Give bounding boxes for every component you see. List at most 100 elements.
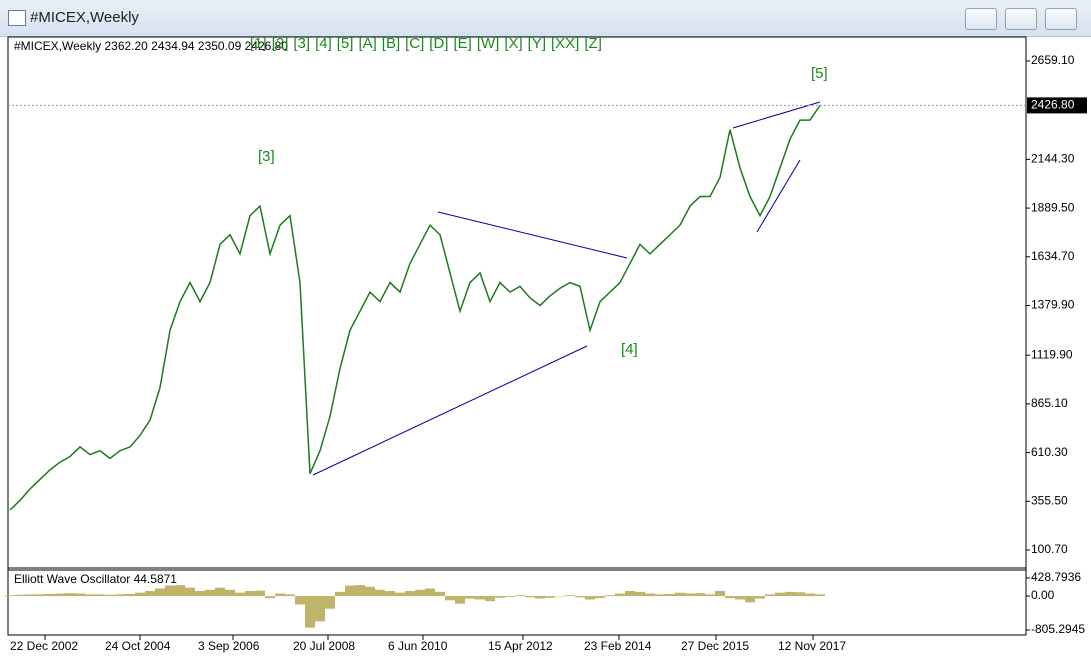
minimize-button[interactable] <box>965 8 997 30</box>
oscillator-bar <box>385 591 395 597</box>
last-price-box <box>1027 97 1087 114</box>
chart-info: #MICEX,Weekly 2362.20 2434.94 2350.09 24… <box>14 39 288 53</box>
oscillator-bar <box>625 591 635 597</box>
oscillator-bar <box>605 595 615 597</box>
wave-label: [B] <box>382 35 400 52</box>
wave-label: [2] <box>272 35 289 52</box>
oscillator-bar <box>515 595 525 597</box>
wave-label: [X] <box>504 35 522 52</box>
oscillator-bar <box>155 588 165 597</box>
oscillator-bar <box>235 592 245 597</box>
trend-line <box>756 159 801 233</box>
oscillator-bar <box>715 591 725 597</box>
x-tick-label: 6 Jun 2010 <box>388 639 448 653</box>
oscillator-bar <box>365 586 375 597</box>
oscillator-bar <box>245 591 255 597</box>
oscillator-bar <box>635 591 645 597</box>
oscillator-bar <box>435 591 445 597</box>
oscillator-bar <box>495 596 505 598</box>
oscillator-bar <box>115 594 125 597</box>
oscillator-bar <box>705 594 715 597</box>
y-tick-label: 0.00 <box>1031 588 1055 602</box>
oscillator-bar <box>565 595 575 597</box>
oscillator-bar <box>125 593 135 597</box>
oscillator-bar <box>615 593 625 597</box>
oscillator-bar <box>525 596 535 598</box>
oscillator-bar <box>375 589 385 597</box>
oscillator-bar <box>295 596 305 605</box>
oscillator-bar <box>575 596 585 598</box>
oscillator-title: Elliott Wave Oscillator 44.5871 <box>14 572 177 586</box>
oscillator-bar <box>675 592 685 597</box>
oscillator-bar <box>585 596 595 600</box>
oscillator-bar <box>135 592 145 597</box>
oscillator-bar <box>105 594 115 597</box>
x-tick-label: 15 Apr 2012 <box>488 639 553 653</box>
oscillator-bar <box>225 589 235 597</box>
oscillator-bar <box>405 591 415 597</box>
oscillator-bar <box>775 592 785 597</box>
oscillator-bar <box>55 593 65 597</box>
oscillator-bar <box>765 594 775 597</box>
oscillator-bar <box>215 587 225 597</box>
oscillator-bar <box>425 588 435 597</box>
oscillator-bar <box>285 594 295 597</box>
wave-annotation: [5] <box>811 65 828 82</box>
oscillator-bar <box>545 596 555 598</box>
x-tick-label: 27 Dec 2015 <box>681 639 749 653</box>
oscillator-bar <box>465 596 475 599</box>
oscillator-bar <box>145 591 155 597</box>
oscillator-bar <box>95 594 105 597</box>
wave-label: [4] <box>315 35 332 52</box>
y-tick-label: 1889.50 <box>1031 200 1075 214</box>
oscillator-bar <box>395 592 405 597</box>
oscillator-bar <box>595 596 605 599</box>
y-tick-label: 2659.10 <box>1031 53 1075 67</box>
y-tick-label: -805.2945 <box>1031 622 1085 636</box>
oscillator-bar <box>445 596 455 601</box>
wave-label: [D] <box>429 35 448 52</box>
oscillator-bar <box>535 596 545 599</box>
maximize-button[interactable] <box>1005 8 1037 30</box>
x-tick-label: 24 Oct 2004 <box>105 639 171 653</box>
oscillator-bar <box>655 594 665 597</box>
wave-annotation: [3] <box>258 148 275 165</box>
wave-lines <box>312 101 821 476</box>
y-tick-label: 610.30 <box>1031 445 1068 459</box>
price-line <box>9 104 821 511</box>
oscillator-bar <box>685 593 695 597</box>
oscillator-bar <box>355 585 365 597</box>
oscillator-bar <box>505 596 515 597</box>
y-tick-label: 100.70 <box>1031 542 1068 556</box>
oscillator-bar <box>665 593 675 597</box>
oscillator-bar <box>645 593 655 597</box>
trend-line <box>312 345 588 476</box>
oscillator-bar <box>75 593 85 597</box>
oscillator-bar <box>165 585 175 597</box>
wave-label: [5] <box>337 35 354 52</box>
wave-label: [A] <box>358 35 376 52</box>
y-tick-label: 1119.90 <box>1031 347 1073 361</box>
oscillator-bar <box>795 592 805 597</box>
close-button[interactable] <box>1045 8 1077 30</box>
oscillator-bar <box>805 593 815 597</box>
oscillator-bar <box>185 587 195 597</box>
oscillator-bar <box>275 593 285 597</box>
wave-label: [C] <box>405 35 424 52</box>
oscillator-bar <box>695 593 705 597</box>
oscillator-bar <box>755 596 765 599</box>
x-tick-label: 20 Jul 2008 <box>293 639 355 653</box>
wave-label: [1] <box>250 35 267 52</box>
oscillator-bar <box>475 596 485 600</box>
oscillator-bar <box>315 596 325 622</box>
oscillator-bar <box>725 596 735 599</box>
wave-label: [E] <box>453 35 471 52</box>
trend-line <box>732 101 821 129</box>
trend-line <box>437 211 628 259</box>
wave-label: [W] <box>477 35 500 52</box>
oscillator-bar <box>5 595 15 597</box>
oscillator-bar <box>745 596 755 603</box>
x-tick-label: 22 Dec 2002 <box>10 639 78 653</box>
